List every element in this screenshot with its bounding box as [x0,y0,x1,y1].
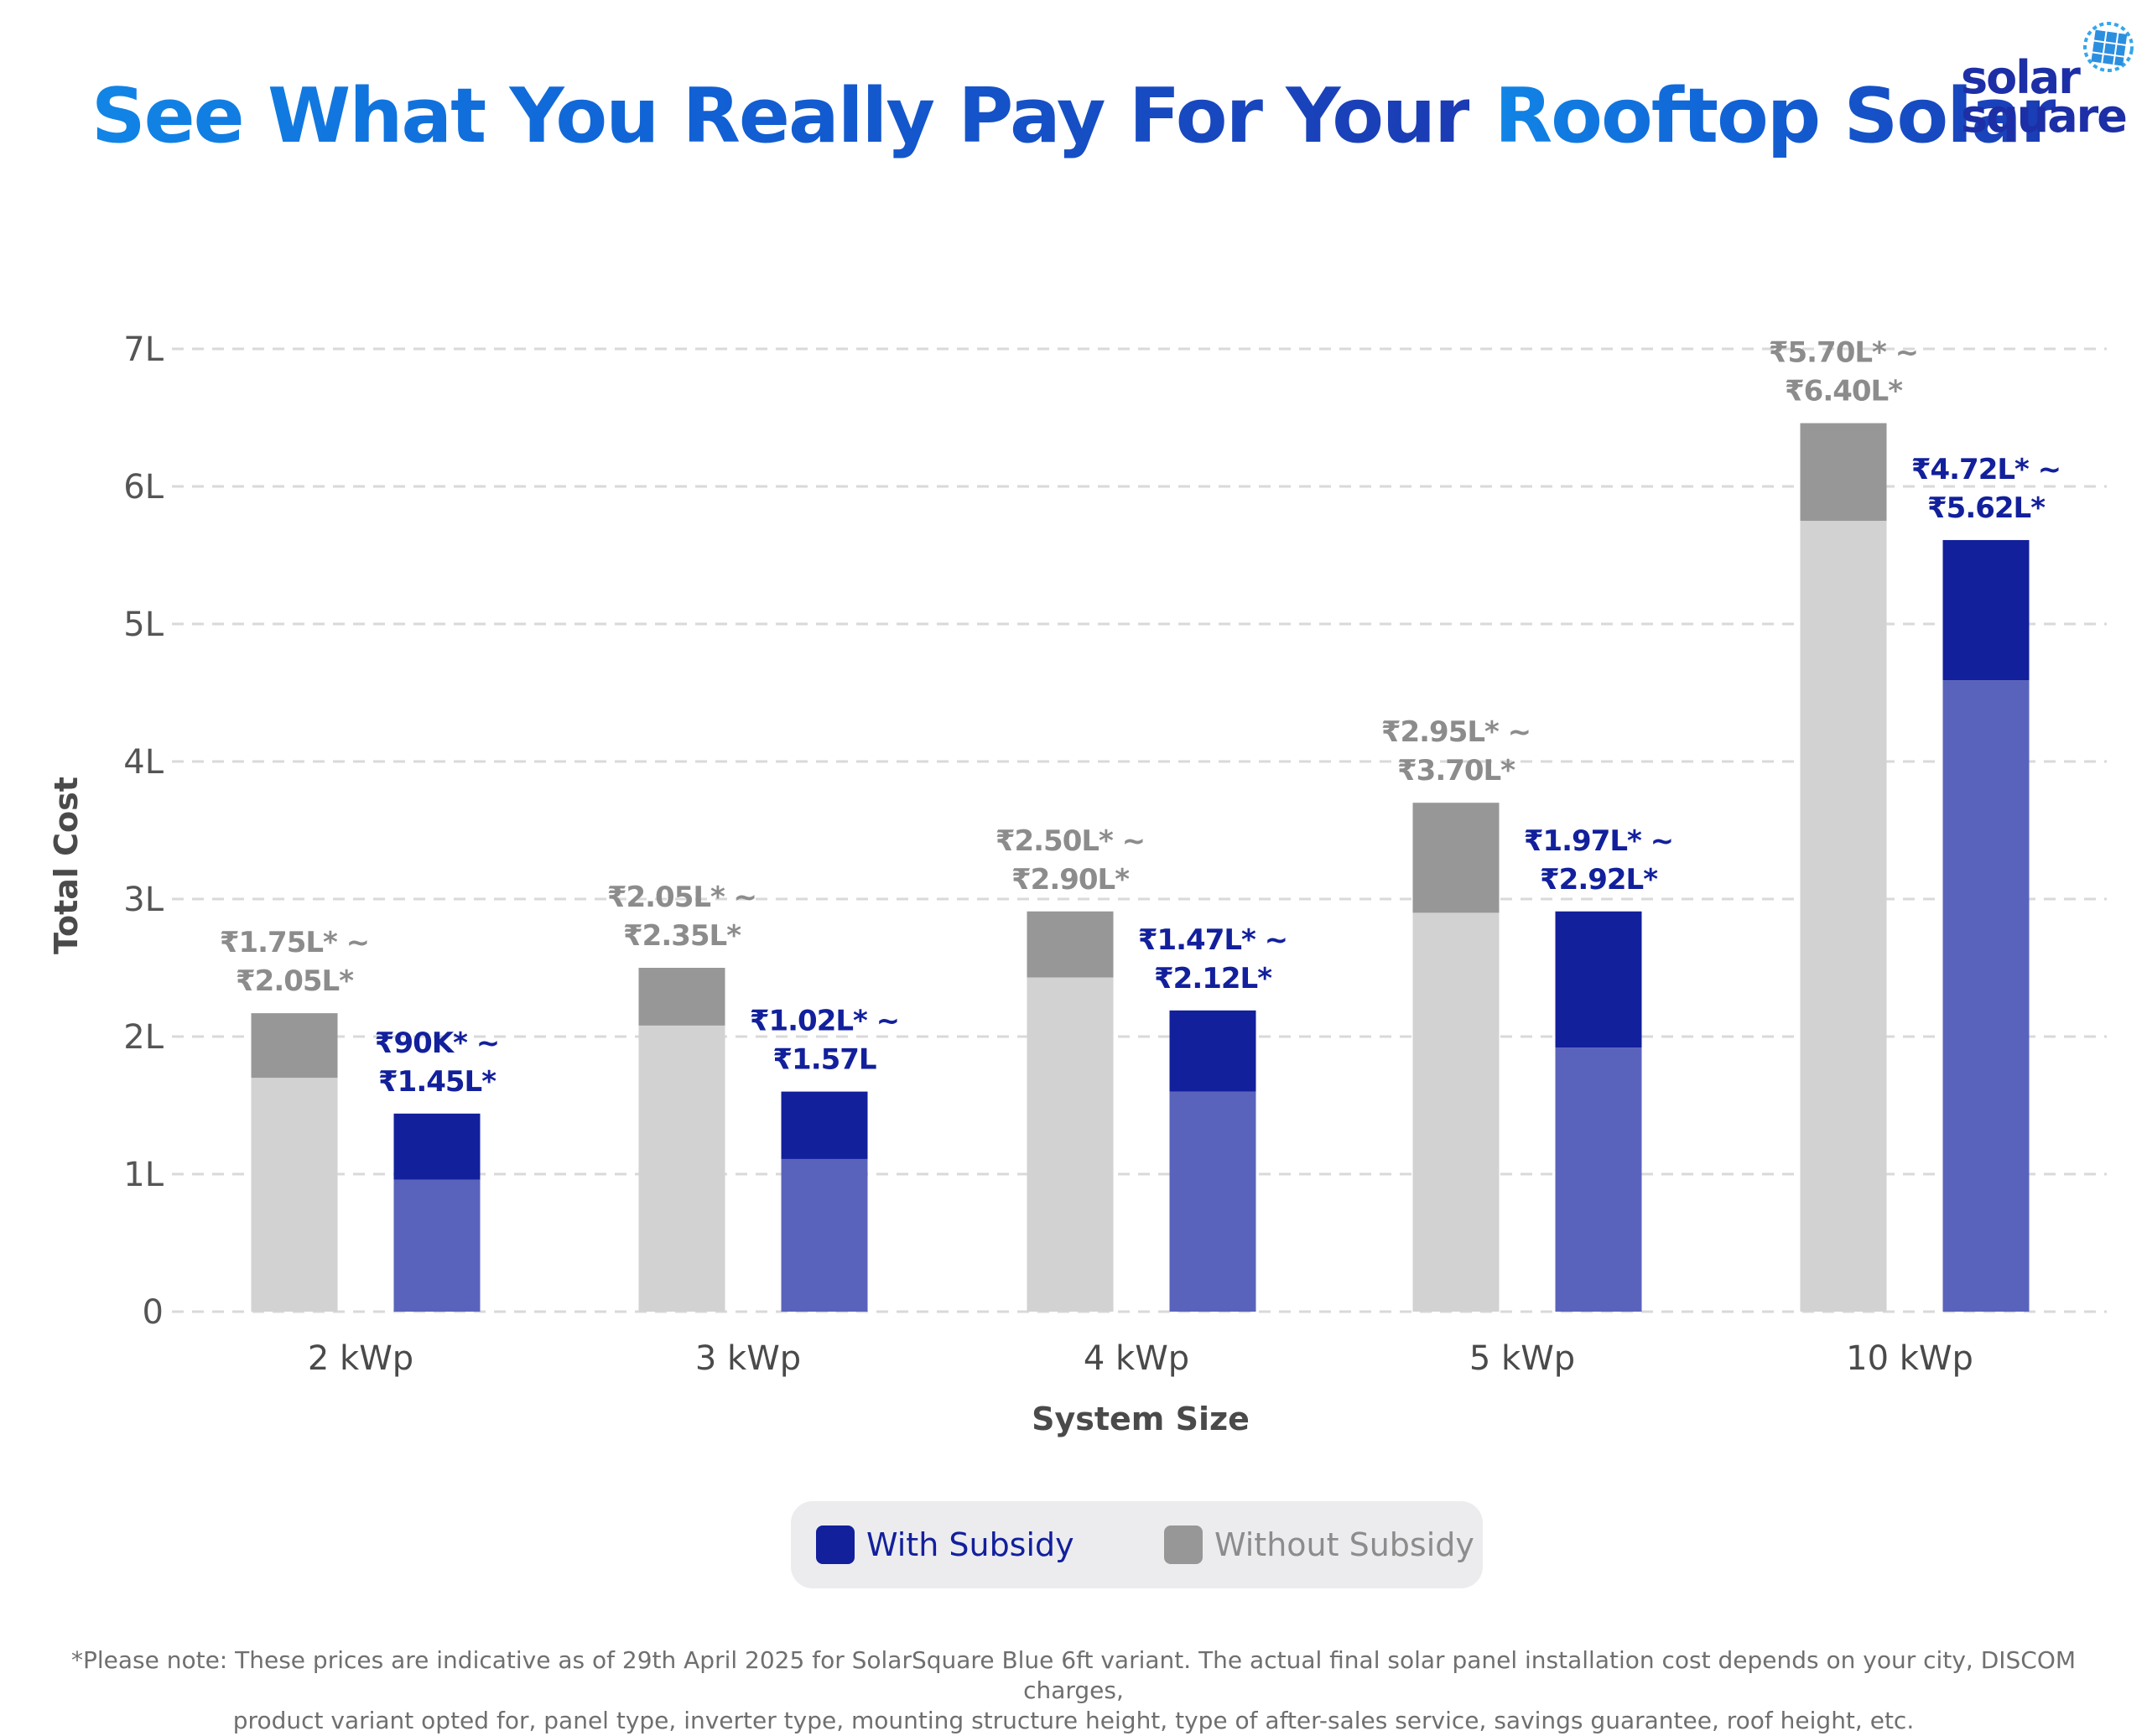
bar-with-subsidy-range [1942,539,2030,681]
legend-label-without-subsidy: Without Subsidy [1214,1526,1474,1563]
bar-label-without-subsidy: ₹2.05L* [236,964,354,998]
bar-label-without-subsidy: ₹5.70L* ~ [1769,336,1918,370]
solar-panel-logo-icon [2083,21,2134,72]
bar-label-with-subsidy: ₹1.45L* [378,1065,496,1099]
solarsquare-logo: solar square [1954,18,2139,144]
y-tick-label: 6L [123,468,164,507]
x-axis-title: System Size [1032,1401,1250,1437]
bar-label-with-subsidy: ₹2.12L* [1154,962,1272,995]
bar-with-subsidy-range [393,1113,481,1180]
logo-word-solar: solar [1961,51,2081,104]
x-axis-ticks: 2 kWp 3 kWp 4 kWp 5 kWp 10 kWp [308,1339,1973,1378]
y-axis-title: Total Cost [48,777,85,954]
bar-without-subsidy-base [251,1078,338,1312]
bar-with-subsidy-base [781,1158,868,1312]
y-tick-label: 1L [123,1156,164,1194]
bar-without-subsidy-range [251,1013,338,1079]
bar-label-with-subsidy: ₹5.62L* [1927,491,2046,525]
y-tick-label: 0 [143,1293,164,1332]
bar-label-without-subsidy: ₹2.50L* ~ [996,824,1145,858]
chart-title-line-2: Rooftop Solar [1495,63,2057,170]
legend-label-with-subsidy: With Subsidy [866,1526,1074,1563]
x-tick-label: 10 kWp [1846,1339,1973,1378]
bar-label-with-subsidy: ₹1.57L [772,1043,876,1077]
legend: With Subsidy Without Subsidy [791,1501,1483,1588]
chart-title-line-1: See What You Really Pay For Your [91,63,1472,170]
bar-label-with-subsidy: ₹2.92L* [1540,863,1658,897]
logo-word-square: square [1961,90,2128,143]
gridlines [172,347,2107,1313]
legend-item-without-subsidy: Without Subsidy [1164,1501,1474,1588]
chart-title: See What You Really Pay For Your Rooftop… [0,63,2147,170]
legend-item-with-subsidy: With Subsidy [816,1501,1074,1588]
x-tick-label: 5 kWp [1469,1339,1575,1378]
bar-without-subsidy-base [638,1025,725,1312]
y-tick-label: 5L [123,606,164,644]
bar-with-subsidy-base [1169,1091,1256,1312]
bar-with-subsidy-range [1169,1010,1256,1092]
bar-with-subsidy-range [1555,911,1642,1048]
bar-without-subsidy-range [1412,803,1500,913]
bar-label-with-subsidy: ₹4.72L* ~ [1911,453,2061,486]
x-tick-label: 3 kWp [695,1339,801,1378]
bar-label-with-subsidy: ₹1.47L* ~ [1138,923,1287,957]
footnote-line-2: product variant opted for, panel type, i… [232,1707,1915,1734]
bar-label-without-subsidy: ₹2.05L* ~ [607,881,756,914]
bar-label-without-subsidy: ₹2.35L* [623,919,741,953]
x-tick-label: 4 kWp [1084,1339,1189,1378]
bar-label-without-subsidy: ₹2.95L* ~ [1381,715,1531,749]
y-tick-label: 4L [123,743,164,782]
bar-without-subsidy-base [1800,521,1887,1312]
bar-label-without-subsidy: ₹6.40L* [1785,375,1903,408]
bar-without-subsidy-base [1412,912,1500,1312]
bar-label-without-subsidy: ₹2.90L* [1011,863,1130,897]
bar-without-subsidy-range [1800,423,1887,521]
bar-value-labels: ₹1.75L* ~ ₹2.05L* ₹90K* ~ ₹1.45L* ₹2.05L* ~ ₹… [220,336,2061,1099]
bar-label-with-subsidy: ₹1.02L* ~ [750,1005,899,1038]
y-tick-label: 3L [123,881,164,919]
footnote-line-1: *Please note: These prices are indicativ… [70,1646,2077,1704]
bar-label-with-subsidy: ₹1.97L* ~ [1524,824,1673,858]
y-axis-ticks: 0 1L 2L 3L 4L 5L 6L 7L [123,330,164,1332]
bar-without-subsidy-range [638,968,725,1026]
bar-label-with-subsidy: ₹90K* ~ [375,1027,499,1060]
bars [251,423,2030,1312]
bar-label-without-subsidy: ₹3.70L* [1397,754,1515,787]
bar-with-subsidy-range [781,1091,868,1159]
bar-with-subsidy-base [1555,1047,1642,1312]
bar-label-without-subsidy: ₹1.75L* ~ [220,926,369,959]
legend-swatch-with-subsidy [816,1525,855,1564]
bar-without-subsidy-base [1027,977,1114,1312]
y-tick-label: 2L [123,1018,164,1057]
x-tick-label: 2 kWp [308,1339,413,1378]
bar-with-subsidy-base [1942,680,2030,1312]
disclaimer-footnote: *Please note: These prices are indicativ… [34,1645,2113,1736]
bar-without-subsidy-range [1027,911,1114,978]
legend-swatch-without-subsidy [1164,1525,1203,1564]
y-tick-label: 7L [123,330,164,369]
bar-with-subsidy-base [393,1179,481,1312]
